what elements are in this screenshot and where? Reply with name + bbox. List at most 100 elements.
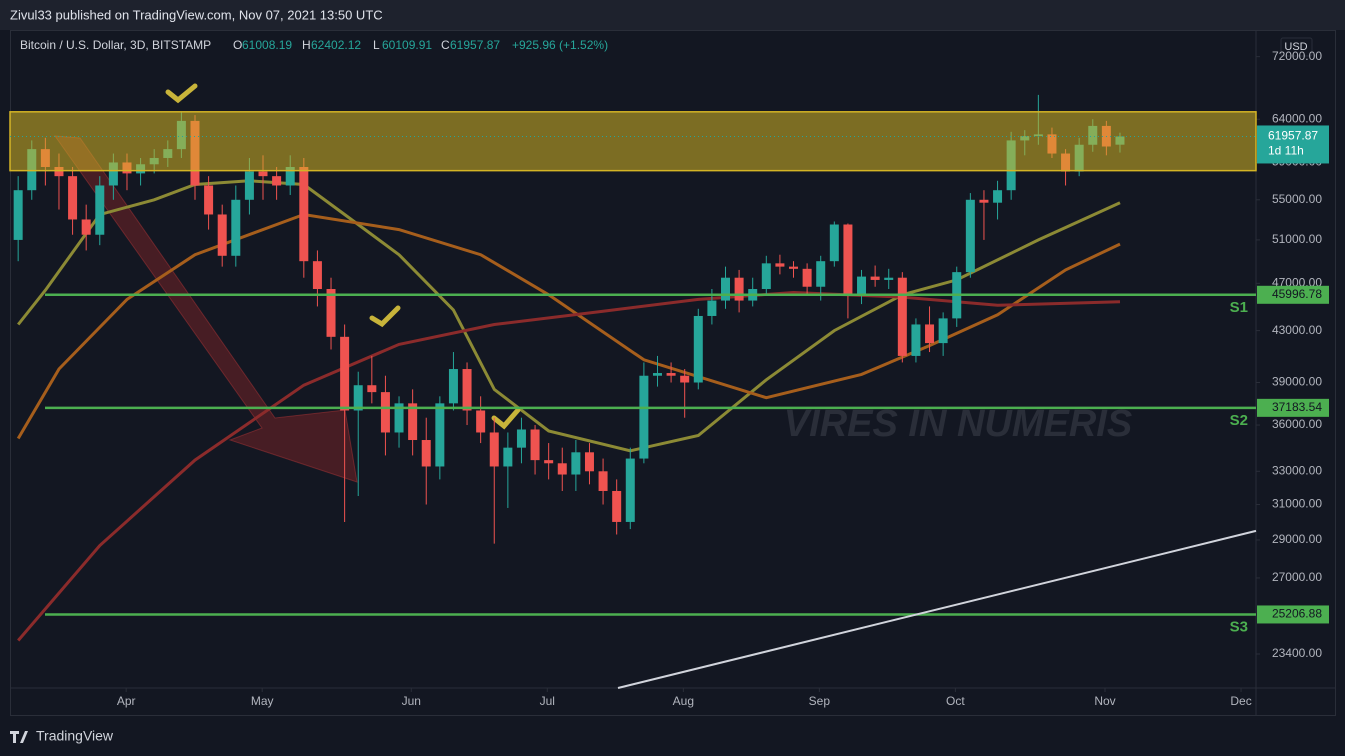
moving-average [17,179,1121,453]
candle-body [394,403,404,433]
candle-body [340,336,350,411]
top-bar [0,0,1345,30]
support-value: 25206.88 [1272,607,1322,621]
ohlc-value: 62402.12 [311,38,361,52]
candle-body [421,440,431,467]
candle-body [693,315,703,383]
candle-body [258,171,268,177]
x-tick-label: Sep [809,694,831,708]
candle-body [680,375,690,383]
check-mark [165,83,198,104]
countdown: 1d 11h [1268,144,1304,158]
candle-body [285,166,295,186]
candle-body [625,458,635,522]
ohlc-label: O [233,38,242,52]
candle-body [380,392,390,433]
ohlc-value: 61957.87 [450,38,500,52]
candle-body [81,219,91,235]
currency: USD [1284,41,1307,53]
y-tick-label: 64000.00 [1272,111,1322,125]
y-tick-label: 39000.00 [1272,375,1322,389]
x-tick-label: May [251,694,274,708]
y-tick-label: 31000.00 [1272,497,1322,511]
candle-body [489,432,499,467]
candle-body [54,166,64,177]
support-tag [1257,605,1329,624]
candle-body [816,261,826,287]
candle-body [217,214,227,256]
candle-body [231,199,241,256]
moving-average [17,290,1121,642]
candle-body [870,276,880,280]
support-name: S2 [1230,412,1248,429]
check-mark [491,407,521,430]
brand-logo [10,731,28,743]
candle-body [707,300,717,316]
candle-body [965,199,975,273]
ohlc-value: 61008.19 [242,38,292,52]
candle-body [272,176,282,186]
support-tag [1257,285,1329,304]
candle-body [938,318,948,344]
candle-body [353,385,363,411]
candle-body [897,277,907,356]
candle-body [530,429,540,461]
x-tick-label: Oct [946,694,965,708]
candle-body [476,410,486,433]
candle-body [652,373,662,376]
candle-body [584,452,594,472]
candle-body [367,385,377,393]
support-tag [1257,398,1329,417]
symbol: Bitcoin / U.S. Dollar, 3D, BITSTAMP [20,38,211,52]
brand-name: TradingView [36,728,114,744]
candle-body [95,185,105,235]
check-mark [369,305,401,328]
candle-body [993,190,1003,203]
last-price-label: 61957.87 [1268,129,1318,143]
candle-body [108,162,118,186]
y-tick-label: 43000.00 [1272,323,1322,337]
last-price-tag [1257,125,1329,164]
candle-body [639,375,649,459]
candle-body [843,224,853,295]
candle-body [544,460,554,464]
support-name: S3 [1230,618,1248,635]
trendline [617,529,1257,689]
support-value: 37183.54 [1272,400,1322,414]
x-tick-label: Dec [1230,694,1251,708]
ohlc-label: C [441,38,450,52]
y-tick-label: 27000.00 [1272,570,1322,584]
candle-body [775,263,785,267]
candle-body [244,171,254,200]
ohlc-label: H [302,38,311,52]
plot-area: VIRES IN NUMERIS [16,135,1132,642]
candle-body [612,490,622,522]
candle-body [802,268,812,287]
candle-body [789,266,799,269]
candle-body [720,277,730,301]
currency-box[interactable] [1280,37,1313,57]
candle-body [925,324,935,344]
x-tick-label: Jul [540,694,555,708]
candle-body [204,185,214,215]
candle-body [462,369,472,411]
candle-body [448,369,458,404]
resistance-zone [9,111,1257,172]
candle-body [911,324,921,356]
candle-body [408,403,418,441]
candle-body [598,471,608,491]
support-value: 45996.78 [1272,287,1322,301]
candle-body [829,224,839,262]
support-name: S1 [1230,299,1248,316]
y-tick-label: 55000.00 [1272,192,1322,206]
ohlc-value: 60109.91 [382,38,432,52]
y-tick-label: 72000.00 [1272,49,1322,63]
watermark: VIRES IN NUMERIS [784,403,1132,445]
y-tick-label: 23400.00 [1272,646,1322,660]
candle-body [299,166,309,262]
candle-body [557,463,567,475]
candle-body [68,176,78,220]
candle-body [312,261,322,290]
x-tick-label: Aug [673,694,694,708]
candle-body [571,452,581,475]
